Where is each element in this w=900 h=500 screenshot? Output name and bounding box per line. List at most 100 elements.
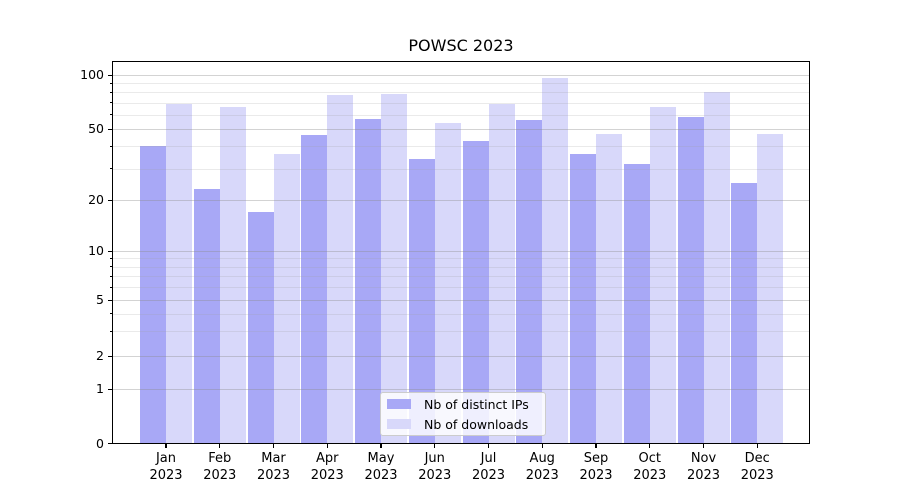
x-tickmark-feb [219, 444, 221, 448]
x-tickmark-nov [702, 444, 705, 448]
bar-downloads-oct [649, 107, 676, 444]
y-tick-label-2: 2 [96, 348, 104, 363]
major-gridline-100 [112, 75, 810, 76]
bar-downloads-jun [434, 123, 461, 444]
y-tick-label-1: 1 [96, 381, 104, 397]
y-tickmark-1 [108, 388, 112, 390]
legend-label-distinct-ips: Nb of distinct IPs [424, 396, 529, 412]
x-tickmark-jan [165, 444, 167, 448]
legend-item-distinct-ips: Nb of distinct IPs [381, 394, 545, 414]
x-tick-label-dec: Dec 2023 [740, 451, 774, 483]
y-tick-label-10: 10 [88, 243, 104, 258]
y-tick-label-50: 50 [88, 121, 104, 136]
x-tickmark-dec [756, 444, 758, 448]
minor-gridline-6 [112, 287, 810, 289]
y-tickmark-5 [108, 299, 112, 301]
bar-downloads-nov [703, 92, 730, 444]
minor-gridline-80 [112, 92, 810, 94]
y-minor-tickmark-7 [110, 275, 112, 277]
x-tickmark-oct [649, 444, 651, 448]
minor-gridline-40 [112, 146, 810, 148]
bar-downloads-feb [219, 107, 246, 444]
bar-downloads-sep [596, 133, 622, 444]
y-minor-tickmark-9 [110, 257, 112, 259]
bar-distinct-ips-aug [516, 120, 543, 444]
y-minor-tickmark-6 [110, 286, 112, 288]
x-tick-label-aug: Aug 2023 [525, 451, 559, 483]
y-minor-tickmark-4 [110, 313, 112, 315]
legend-swatch-downloads [387, 419, 411, 429]
x-tick-label-mar: Mar 2023 [256, 451, 291, 483]
x-tick-label-nov: Nov 2023 [686, 451, 721, 483]
bar-downloads-jan [166, 103, 192, 444]
bar-distinct-ips-oct [623, 163, 650, 444]
x-tickmark-apr [326, 444, 328, 448]
major-gridline-10 [112, 251, 810, 252]
y-minor-tickmark-60 [110, 114, 112, 116]
legend-item-downloads: Nb of downloads [381, 414, 545, 434]
bar-distinct-ips-mar [247, 211, 274, 444]
plot-area [112, 61, 810, 444]
y-minor-tickmark-70 [110, 102, 112, 104]
bar-downloads-apr [327, 95, 354, 444]
y-tickmark-100 [108, 74, 112, 76]
minor-gridline-4 [112, 313, 810, 315]
bar-downloads-aug [542, 78, 569, 444]
x-tickmark-mar [272, 444, 275, 448]
minor-gridline-7 [112, 276, 810, 278]
x-tickmark-aug [541, 444, 543, 448]
x-tick-label-jun: Jun 2023 [418, 451, 452, 483]
y-tick-label-0: 0 [96, 435, 104, 451]
x-tick-label-jan: Jan 2023 [149, 451, 183, 483]
major-gridline-20 [112, 200, 810, 201]
x-tick-label-oct: Oct 2023 [633, 451, 667, 483]
bar-distinct-ips-apr [301, 135, 328, 444]
bar-distinct-ips-jan [140, 146, 166, 444]
y-tickmark-50 [108, 128, 112, 130]
bar-distinct-ips-sep [570, 154, 596, 444]
y-minor-tickmark-80 [110, 91, 112, 93]
bar-downloads-dec [757, 133, 784, 444]
x-tickmark-sep [595, 444, 597, 448]
y-minor-tickmark-30 [110, 168, 112, 170]
bar-distinct-ips-nov [677, 117, 704, 444]
bar-distinct-ips-dec [731, 182, 758, 444]
y-minor-tickmark-8 [110, 266, 112, 268]
y-tick-label-100: 100 [80, 67, 104, 82]
y-tick-label-20: 20 [88, 192, 104, 207]
y-tickmark-2 [108, 355, 112, 357]
minor-gridline-70 [112, 102, 810, 104]
minor-gridline-9 [112, 258, 810, 260]
minor-gridline-30 [112, 168, 810, 170]
x-tick-label-feb: Feb 2023 [203, 451, 237, 483]
major-gridline-5 [112, 300, 810, 301]
y-minor-tickmark-90 [110, 82, 112, 84]
bar-distinct-ips-feb [193, 189, 220, 444]
y-tickmark-10 [108, 250, 112, 252]
legend: Nb of distinct IPs Nb of downloads [380, 392, 546, 436]
x-tick-label-may: May 2023 [364, 451, 398, 483]
legend-label-downloads: Nb of downloads [424, 416, 529, 432]
x-tick-label-sep: Sep 2023 [579, 451, 613, 483]
grid-layer [112, 61, 810, 444]
bar-downloads-mar [273, 154, 300, 444]
y-minor-tickmark-3 [110, 330, 112, 332]
y-tickmark-0 [108, 443, 112, 445]
major-gridline-50 [112, 129, 810, 130]
bar-downloads-jul [488, 103, 515, 444]
y-minor-tickmark-40 [110, 145, 112, 147]
minor-gridline-60 [112, 114, 810, 116]
major-gridline-2 [112, 356, 810, 357]
minor-gridline-3 [112, 331, 810, 333]
x-tick-label-apr: Apr 2023 [310, 451, 344, 483]
legend-swatch-distinct-ips [387, 399, 411, 409]
x-tickmark-jun [434, 444, 436, 448]
bar-distinct-ips-may [355, 118, 381, 444]
chart-title: POWSC 2023 [408, 36, 514, 55]
x-tickmark-jul [487, 444, 490, 448]
major-gridline-1 [112, 389, 810, 391]
minor-gridline-90 [112, 83, 810, 85]
bar-downloads-may [381, 94, 407, 444]
minor-gridline-8 [112, 266, 810, 268]
